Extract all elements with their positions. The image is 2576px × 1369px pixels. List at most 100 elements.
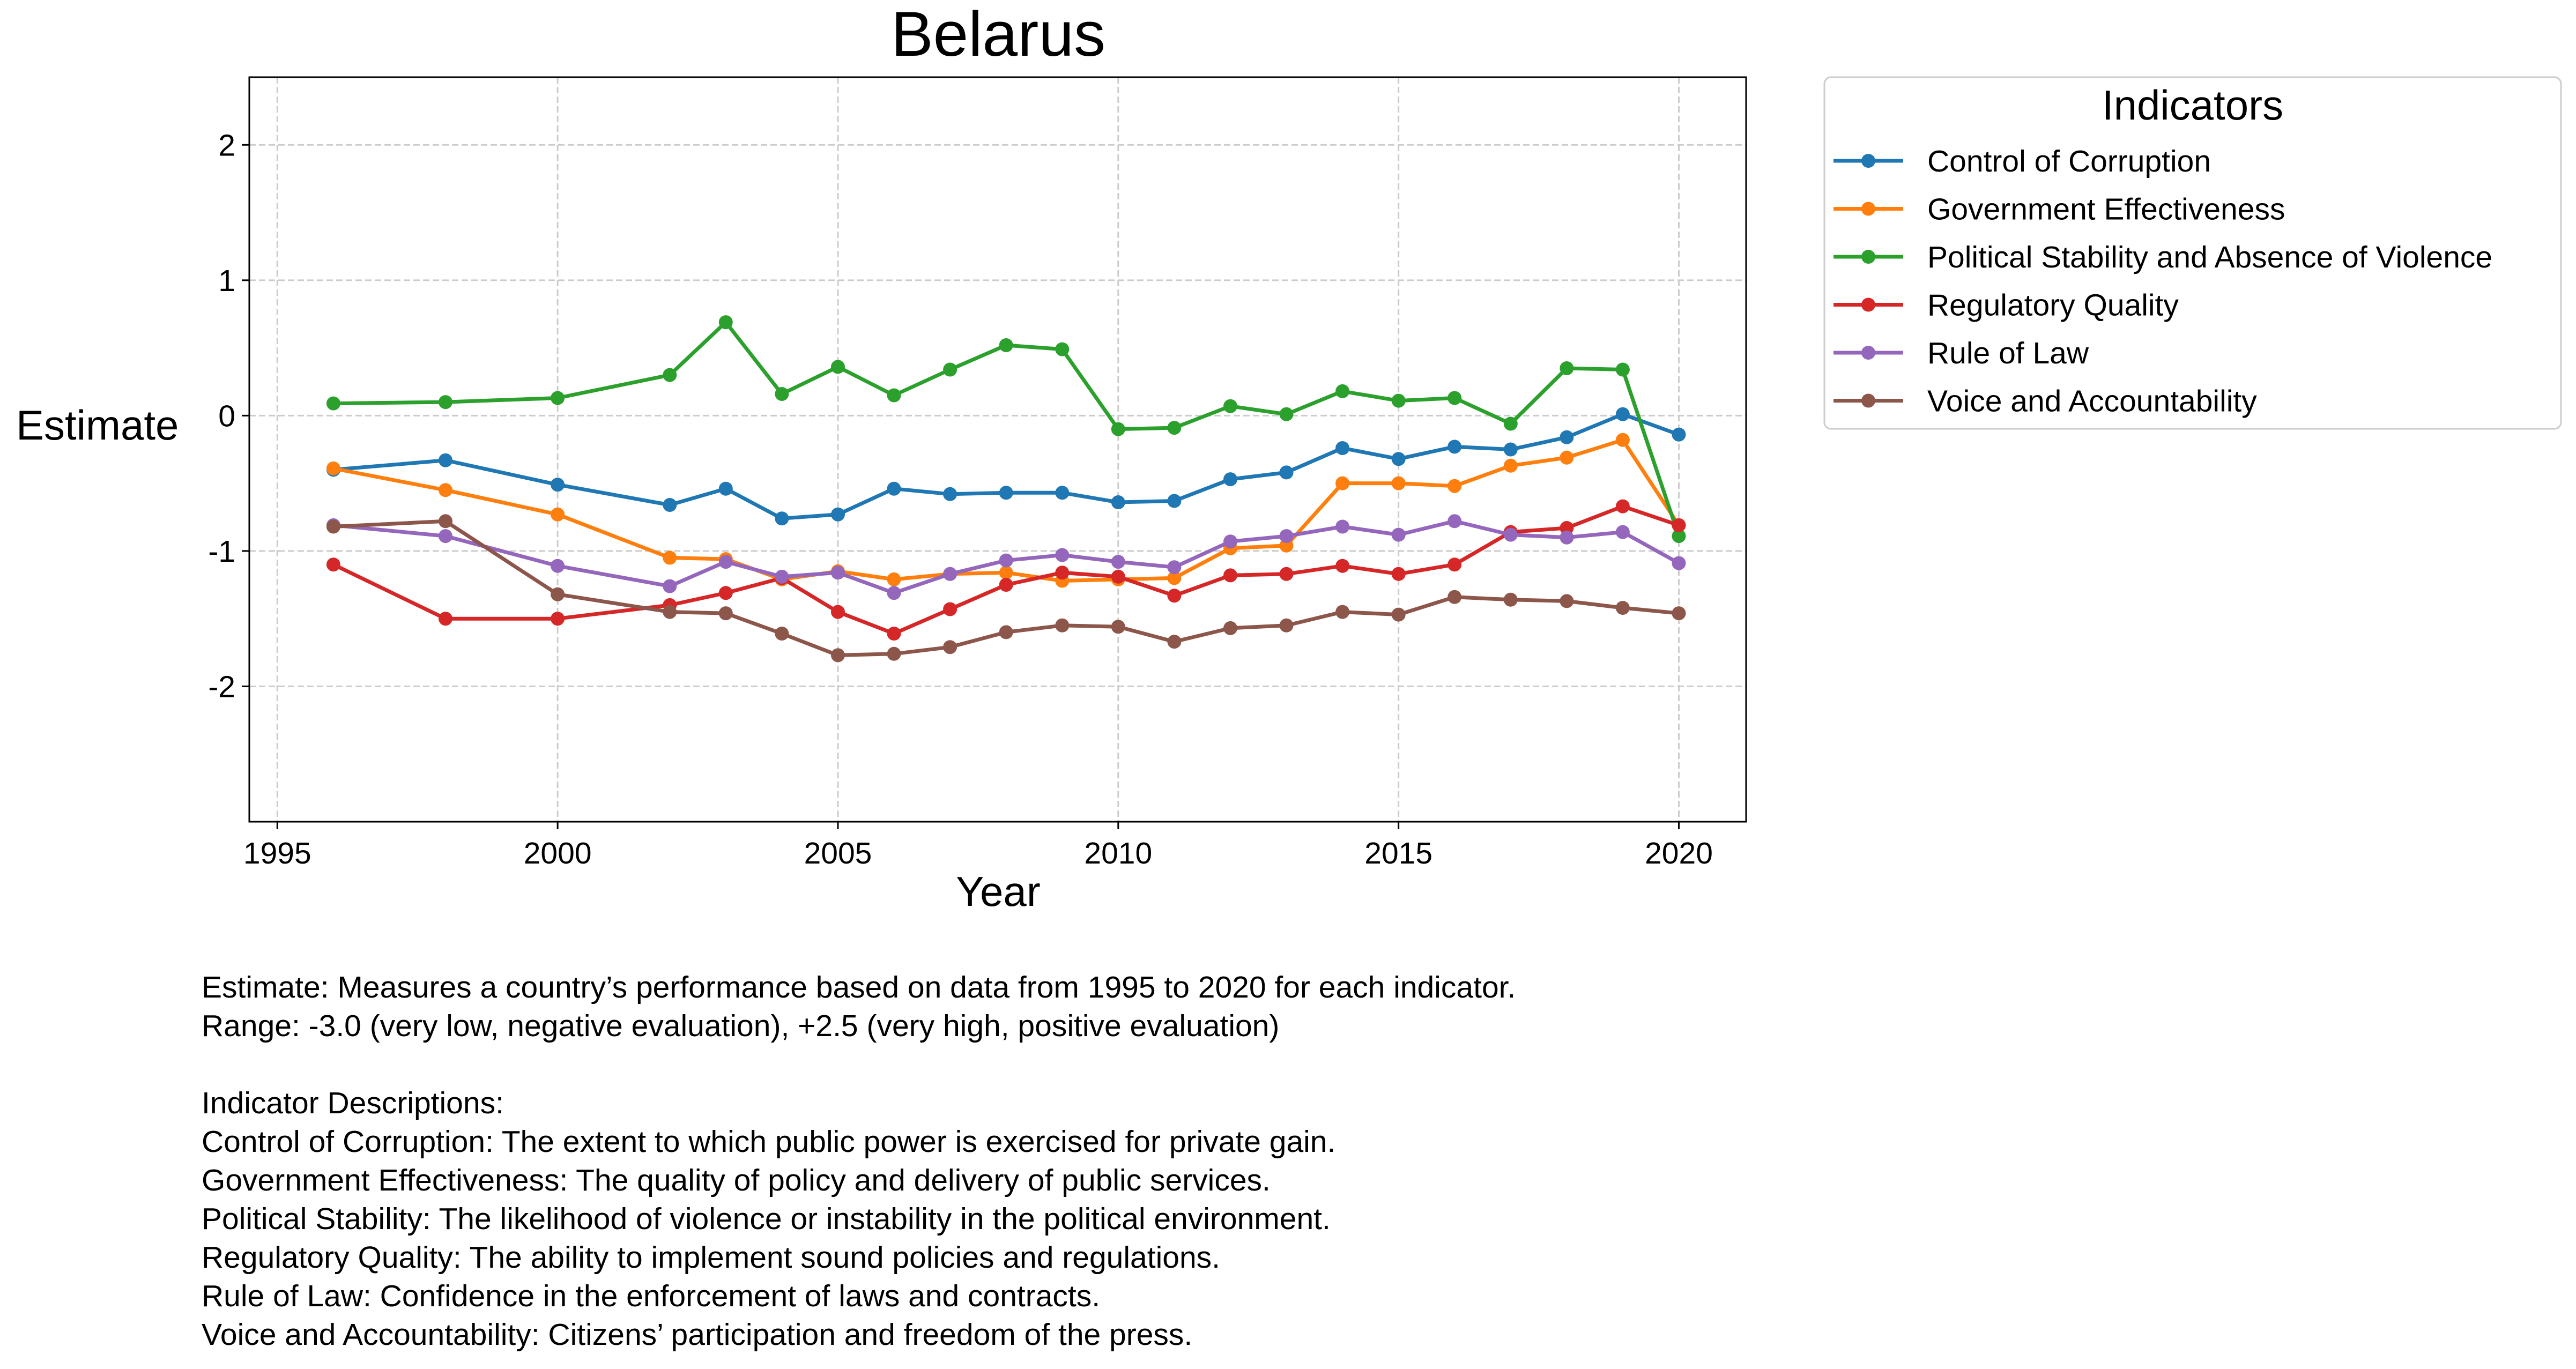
legend-swatch-marker (1861, 202, 1875, 216)
data-point-political-stability-and-absence-of-violence (439, 395, 452, 410)
data-point-political-stability-and-absence-of-violence (1111, 422, 1125, 436)
description-control-of-corruption: Control of Corruption: The extent to whi… (202, 1125, 1336, 1159)
data-point-political-stability-and-absence-of-violence (775, 387, 789, 401)
data-point-rule-of-law (943, 567, 957, 581)
data-point-political-stability-and-absence-of-violence (1223, 399, 1237, 413)
data-point-government-effectiveness (1615, 433, 1630, 447)
series-line-regulatory-quality (331, 504, 1681, 636)
data-point-regulatory-quality (1167, 589, 1182, 603)
data-point-regulatory-quality (1447, 557, 1462, 572)
data-point-voice-and-accountability (551, 587, 565, 601)
data-point-voice-and-accountability (1672, 606, 1686, 621)
legend-swatch-marker (1861, 393, 1875, 408)
data-point-control-of-corruption (1223, 472, 1237, 487)
series-line-control-of-corruption (331, 412, 1681, 520)
data-point-rule-of-law (1672, 556, 1686, 570)
series-line-government-effectiveness (331, 438, 1681, 583)
data-point-control-of-corruption (439, 453, 452, 467)
data-point-rule-of-law (439, 529, 452, 544)
legend: Indicators Control of Corruption Governme… (1823, 76, 2562, 430)
data-point-voice-and-accountability (1279, 618, 1294, 633)
legend-label: Government Effectiveness (1927, 192, 2285, 227)
legend-item-political-stability-and-absence-of-violence: Political Stability and Absence of Viole… (1833, 240, 2492, 274)
data-point-regulatory-quality (1111, 569, 1125, 584)
data-point-rule-of-law (1223, 534, 1237, 549)
data-point-government-effectiveness (439, 483, 452, 497)
data-point-political-stability-and-absence-of-violence (1615, 362, 1630, 377)
data-point-control-of-corruption (999, 486, 1013, 500)
legend-swatch-marker (1861, 297, 1875, 312)
data-point-regulatory-quality (1335, 559, 1350, 573)
data-point-rule-of-law (718, 555, 733, 569)
data-point-political-stability-and-absence-of-violence (1672, 529, 1686, 544)
description-government-effectiveness: Government Effectiveness: The quality of… (202, 1163, 1271, 1197)
description-political-stability: Political Stability: The likelihood of v… (202, 1202, 1331, 1236)
data-point-control-of-corruption (1055, 486, 1070, 500)
data-point-government-effectiveness (1503, 458, 1518, 473)
data-point-regulatory-quality (1672, 518, 1686, 532)
data-point-government-effectiveness (1391, 476, 1406, 490)
series-line-rule-of-law (331, 519, 1681, 595)
data-point-voice-and-accountability (1560, 594, 1574, 608)
description-regulatory-quality: Regulatory Quality: The ability to imple… (202, 1240, 1220, 1275)
y-axis-ticks: 2 1 0 -1 -2 (208, 128, 249, 704)
data-point-political-stability-and-absence-of-violence (1447, 391, 1462, 405)
data-point-rule-of-law (1167, 560, 1182, 575)
data-point-regulatory-quality (1055, 566, 1070, 580)
x-axis-ticks: 1995 2000 2005 2010 2015 2020 (243, 822, 1713, 870)
data-point-government-effectiveness (663, 550, 677, 565)
data-point-political-stability-and-absence-of-violence (1279, 407, 1294, 421)
data-point-government-effectiveness (1335, 476, 1350, 490)
data-point-rule-of-law (551, 559, 565, 573)
data-point-control-of-corruption (1167, 494, 1182, 508)
data-point-control-of-corruption (831, 507, 845, 522)
legend-title: Indicators (2102, 81, 2283, 129)
x-tick-label: 1995 (243, 836, 311, 870)
data-point-political-stability-and-absence-of-violence (1167, 421, 1182, 435)
notes-block: Estimate: Measures a country’s performan… (202, 968, 2024, 1354)
plot-frame (248, 76, 1747, 823)
data-point-control-of-corruption (1391, 452, 1406, 466)
series-layer (326, 315, 1686, 663)
data-point-control-of-corruption (551, 478, 565, 492)
data-point-political-stability-and-absence-of-violence (943, 362, 957, 377)
data-point-political-stability-and-absence-of-violence (718, 315, 733, 330)
data-point-government-effectiveness (999, 566, 1013, 580)
data-point-political-stability-and-absence-of-violence (663, 368, 677, 382)
data-point-political-stability-and-absence-of-violence (1503, 416, 1518, 431)
legend-label: Political Stability and Absence of Viole… (1927, 240, 2492, 274)
data-point-control-of-corruption (1615, 407, 1630, 421)
x-tick-label: 2000 (524, 836, 592, 870)
x-tick-label: 2005 (804, 836, 872, 870)
data-point-political-stability-and-absence-of-violence (1055, 342, 1070, 356)
data-point-voice-and-accountability (999, 625, 1013, 639)
notes-spacer (202, 1045, 2024, 1084)
data-point-voice-and-accountability (1391, 607, 1406, 622)
legend-item-control-of-corruption: Control of Corruption (1833, 144, 2211, 178)
data-point-regulatory-quality (943, 602, 957, 616)
data-point-regulatory-quality (439, 612, 452, 626)
data-point-control-of-corruption (1111, 495, 1125, 509)
legend-item-rule-of-law: Rule of Law (1833, 336, 2089, 370)
data-point-political-stability-and-absence-of-violence (999, 338, 1013, 352)
data-point-political-stability-and-absence-of-violence (1335, 384, 1350, 398)
legend-label: Regulatory Quality (1927, 288, 2179, 323)
data-point-voice-and-accountability (1111, 620, 1125, 634)
descriptions-heading: Indicator Descriptions: (202, 1086, 504, 1120)
legend-label: Rule of Law (1927, 336, 2089, 370)
data-point-regulatory-quality (887, 627, 901, 641)
data-point-political-stability-and-absence-of-violence (1391, 393, 1406, 408)
series-voice-and-accountability (326, 514, 1686, 663)
legend-item-voice-and-accountability: Voice and Accountability (1833, 384, 2257, 419)
y-tick-label: 2 (218, 128, 235, 162)
data-point-political-stability-and-absence-of-violence (1560, 361, 1574, 375)
series-line-voice-and-accountability (331, 519, 1681, 657)
description-rule-of-law: Rule of Law: Confidence in the enforceme… (202, 1279, 1101, 1313)
data-point-rule-of-law (1335, 519, 1350, 534)
estimate-note: Estimate: Measures a country’s performan… (202, 970, 1516, 1005)
legend-item-regulatory-quality: Regulatory Quality (1833, 288, 2179, 323)
y-tick-label: -2 (208, 669, 235, 704)
range-note: Range: -3.0 (very low, negative evaluati… (202, 1009, 1280, 1043)
data-point-rule-of-law (1111, 555, 1125, 569)
data-point-voice-and-accountability (663, 605, 677, 619)
